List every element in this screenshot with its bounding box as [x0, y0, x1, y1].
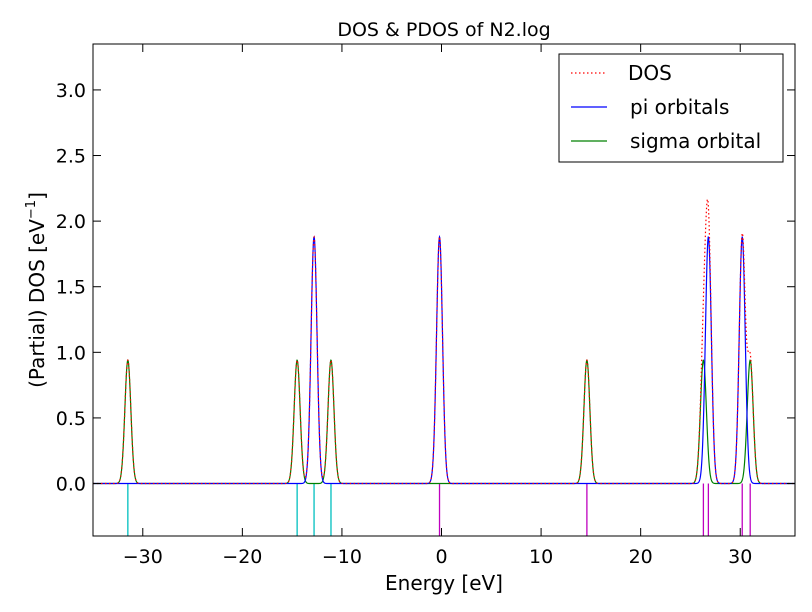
y-tick-label: 0.5	[56, 408, 86, 430]
chart-title: DOS & PDOS of N2.log	[337, 19, 550, 41]
y-tick-label: 1.5	[56, 277, 86, 299]
plot-frame	[92, 43, 796, 537]
y-tick-label: 2.5	[56, 146, 86, 168]
legend: DOS pi orbitals sigma orbital	[558, 53, 784, 163]
y-tick-label: 3.0	[56, 80, 86, 102]
x-axis-label: Energy [eV]	[385, 571, 503, 595]
x-tick-label: −20	[222, 546, 262, 568]
x-tick-label: −10	[322, 546, 362, 568]
legend-label-sigma: sigma orbital	[630, 129, 761, 153]
legend-label-pi: pi orbitals	[630, 95, 729, 119]
x-tick-label: 0	[435, 546, 447, 568]
series-line-pi-orbitals	[93, 234, 795, 485]
legend-label-dos: DOS	[628, 61, 672, 85]
y-tick-label: 0.0	[56, 474, 86, 496]
y-tick-label: 1.0	[56, 342, 86, 364]
legend-box	[558, 53, 784, 163]
y-axis-label-main: (Partial) DOS [eV	[25, 219, 49, 388]
x-tick-label: 30	[728, 546, 752, 568]
y-axis-label: (Partial) DOS [eV−1]	[24, 192, 49, 388]
series-line-dos	[93, 197, 795, 485]
plot-area	[93, 197, 795, 536]
x-tick-label: 10	[529, 546, 553, 568]
y-axis-label-close: ]	[25, 192, 49, 200]
y-tick-label: 2.0	[56, 211, 86, 233]
x-tick-label: 20	[629, 546, 653, 568]
x-tick-label: −30	[123, 546, 163, 568]
axis-ticks: −30 −20 −10 0 10 20 30 0.0 0.5 1.0 1.5 2.0 2.5 3.0	[56, 44, 795, 568]
y-axis-label-exponent: −1	[24, 200, 39, 219]
